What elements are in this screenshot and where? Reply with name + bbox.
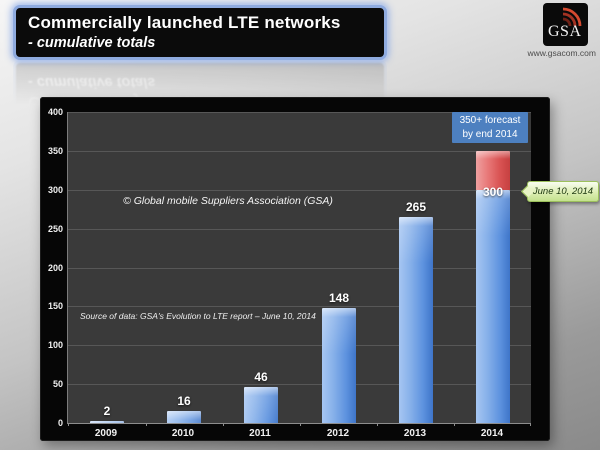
bar-forecast-2014 bbox=[476, 151, 510, 190]
plot-area: © Global mobile Suppliers Association (G… bbox=[67, 112, 531, 426]
x-tick-label-2009: 2009 bbox=[94, 428, 118, 439]
gsa-logo: GSA bbox=[543, 3, 588, 46]
bar-value-label-2014: 300 bbox=[482, 185, 504, 199]
gridline-100 bbox=[68, 345, 531, 346]
x-tick-mark bbox=[300, 423, 301, 426]
page-title: Commercially launched LTE networks bbox=[28, 13, 341, 32]
x-tick-label-2010: 2010 bbox=[171, 428, 195, 439]
bar-value-label-2009: 2 bbox=[103, 404, 111, 418]
signal-arcs-icon bbox=[562, 7, 582, 26]
bar-2010 bbox=[167, 411, 201, 423]
y-tick-label-300: 300 bbox=[47, 185, 63, 195]
gridline-50 bbox=[68, 384, 531, 385]
forecast-note: 350+ forecast by end 2014 bbox=[452, 112, 528, 143]
x-tick-label-2012: 2012 bbox=[326, 428, 350, 439]
y-tick-label-0: 0 bbox=[57, 418, 63, 428]
gridline-300 bbox=[68, 190, 531, 191]
copyright-note: © Global mobile Suppliers Association (G… bbox=[123, 195, 333, 207]
y-tick-label-400: 400 bbox=[47, 107, 63, 117]
bar-2012 bbox=[322, 308, 356, 423]
bar-2011 bbox=[244, 387, 278, 423]
gridline-350 bbox=[68, 151, 531, 152]
x-tick-mark bbox=[223, 423, 224, 426]
x-tick-label-2011: 2011 bbox=[249, 428, 271, 439]
logo-url: www.gsacom.com bbox=[527, 48, 597, 58]
gridline-400 bbox=[68, 112, 531, 113]
x-tick-mark bbox=[68, 423, 69, 426]
gsa-logo-text: GSA bbox=[548, 23, 582, 40]
x-tick-mark bbox=[377, 423, 378, 426]
bar-value-label-2013: 265 bbox=[405, 200, 427, 214]
x-tick-label-2014: 2014 bbox=[480, 428, 504, 439]
y-tick-label-350: 350 bbox=[47, 146, 63, 156]
y-tick-label-100: 100 bbox=[47, 340, 63, 350]
y-tick-label-200: 200 bbox=[47, 263, 63, 273]
chart-frame: 0 50 100 150 200 250 300 350 400 © Global mobile… bbox=[40, 97, 550, 441]
title-box: Commercially launched LTE networks - cum… bbox=[13, 5, 387, 60]
bar-2014 bbox=[476, 190, 510, 423]
x-tick-mark bbox=[454, 423, 455, 426]
date-callout: June 10, 2014 bbox=[521, 181, 599, 202]
bar-2009 bbox=[90, 421, 124, 423]
y-tick-label-250: 250 bbox=[47, 224, 63, 234]
gridline-150 bbox=[68, 306, 531, 307]
x-tick-mark bbox=[146, 423, 147, 426]
bar-value-label-2012: 148 bbox=[328, 291, 350, 305]
source-note: Source of data: GSA's Evolution to LTE r… bbox=[80, 311, 316, 321]
page-subtitle: - cumulative totals bbox=[28, 35, 156, 51]
y-tick-label-150: 150 bbox=[47, 301, 63, 311]
x-tick-mark bbox=[530, 423, 531, 426]
bar-value-label-2011: 46 bbox=[254, 370, 268, 384]
bar-value-label-2010: 16 bbox=[177, 394, 191, 408]
y-tick-label-50: 50 bbox=[52, 379, 63, 389]
bar-2013 bbox=[399, 217, 433, 423]
gridline-250 bbox=[68, 229, 531, 230]
x-tick-label-2013: 2013 bbox=[403, 428, 427, 439]
gridline-200 bbox=[68, 268, 531, 269]
